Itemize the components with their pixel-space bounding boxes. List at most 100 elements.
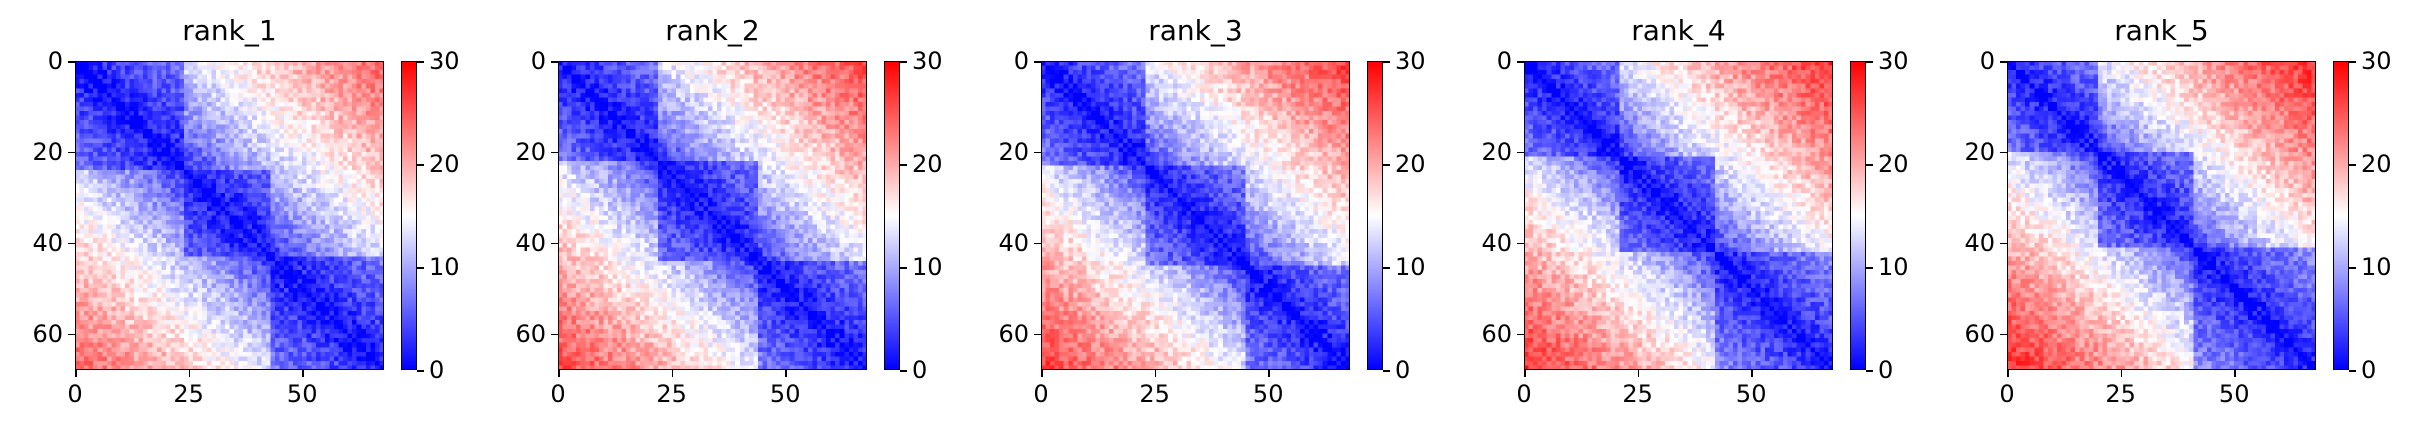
heatmap-cell — [120, 61, 126, 66]
heatmap-cell — [247, 88, 253, 93]
heatmap-cell — [120, 292, 126, 298]
heatmap-cell — [356, 310, 362, 316]
heatmap-cell — [102, 174, 107, 180]
heatmap-cell — [365, 306, 371, 312]
heatmap-cell — [794, 74, 799, 80]
heatmap-cell — [374, 151, 380, 157]
heatmap-cell — [302, 356, 307, 362]
heatmap-cell — [247, 138, 253, 143]
heatmap-cell — [156, 197, 162, 202]
heatmap-cell — [252, 70, 257, 75]
heatmap-cell — [265, 79, 271, 84]
heatmap-cell — [320, 365, 326, 370]
heatmap-cell — [88, 265, 94, 271]
heatmap-cell — [234, 238, 239, 243]
heatmap-cell — [293, 179, 298, 184]
heatmap-cell — [224, 265, 230, 271]
heatmap-cell — [129, 124, 135, 130]
heatmap-cell — [75, 124, 80, 130]
heatmap-cell — [767, 70, 772, 75]
heatmap-cell — [293, 215, 298, 221]
heatmap-cell — [379, 65, 384, 71]
heatmap-cell — [156, 165, 162, 171]
heatmap-cell — [247, 179, 253, 184]
heatmap-cell — [115, 224, 121, 230]
heatmap-cell — [75, 315, 80, 321]
heatmap-cell — [279, 238, 285, 243]
heatmap-cell — [334, 315, 339, 321]
heatmap-cell — [206, 197, 212, 202]
heatmap-cell — [152, 365, 157, 370]
heatmap-cell — [165, 133, 171, 139]
heatmap-cell — [124, 174, 130, 180]
heatmap-cell — [853, 65, 859, 71]
heatmap-cell — [179, 206, 185, 212]
heatmap-cell — [215, 347, 221, 352]
heatmap-cell — [288, 97, 294, 102]
heatmap-cell — [138, 133, 144, 139]
heatmap-cell — [234, 220, 239, 225]
heatmap-cell — [256, 265, 262, 271]
heatmap-cell — [270, 224, 276, 230]
heatmap-cell — [129, 210, 135, 216]
heatmap-cell — [270, 70, 276, 75]
heatmap-cell — [361, 292, 366, 298]
heatmap-cell — [571, 83, 577, 89]
heatmap-cell — [644, 70, 649, 75]
heatmap-cell — [79, 110, 85, 116]
heatmap-cell — [170, 256, 176, 262]
heatmap-cell — [256, 147, 262, 152]
heatmap-cell — [229, 142, 235, 148]
heatmap-cell — [234, 256, 239, 262]
heatmap-cell — [143, 265, 148, 271]
heatmap-cell — [621, 61, 627, 66]
heatmap-cell — [694, 74, 699, 80]
heatmap-cell — [334, 97, 339, 102]
heatmap-cell — [352, 233, 357, 239]
heatmap-cell — [156, 333, 162, 339]
heatmap-cell — [220, 351, 226, 357]
heatmap-cell — [206, 147, 212, 152]
heatmap-cell — [115, 351, 121, 357]
heatmap-cell — [147, 233, 153, 239]
heatmap-cell — [338, 288, 344, 293]
heatmap-cell — [234, 224, 239, 230]
heatmap-cell — [138, 265, 144, 271]
heatmap-cell — [75, 129, 80, 134]
heatmap-cell — [211, 270, 216, 275]
heatmap-cell — [374, 356, 380, 362]
heatmap-cell — [297, 360, 303, 366]
heatmap-cell — [306, 292, 312, 298]
heatmap-cell — [694, 79, 699, 84]
heatmap-cell — [247, 292, 253, 298]
heatmap-cell — [165, 297, 171, 302]
heatmap-cell — [102, 160, 107, 166]
heatmap-cell — [302, 224, 307, 230]
heatmap-cell — [329, 251, 335, 257]
heatmap-cell — [188, 279, 194, 284]
heatmap-cell — [324, 279, 330, 284]
heatmap-cell — [374, 220, 380, 225]
heatmap-cell — [243, 270, 248, 275]
heatmap-cell — [329, 120, 335, 125]
heatmap-cell — [102, 356, 107, 362]
heatmap-cell — [361, 133, 366, 139]
heatmap-cell — [284, 147, 289, 152]
heatmap-cell — [293, 138, 298, 143]
heatmap-cell — [306, 97, 312, 102]
heatmap-cell — [279, 260, 285, 266]
heatmap-cell — [265, 120, 271, 125]
heatmap-cell — [347, 79, 353, 84]
heatmap-cell — [93, 101, 98, 107]
heatmap-cell — [338, 347, 344, 352]
heatmap-cell — [97, 356, 103, 362]
heatmap-cell — [374, 170, 380, 175]
heatmap-cell — [179, 160, 185, 166]
heatmap-cell — [115, 270, 121, 275]
heatmap-cell — [134, 324, 139, 330]
heatmap-cell — [798, 61, 804, 66]
heatmap-cell — [93, 356, 98, 362]
heatmap-cell — [297, 120, 303, 125]
heatmap-cell — [124, 247, 130, 252]
heatmap-cell — [193, 192, 198, 198]
